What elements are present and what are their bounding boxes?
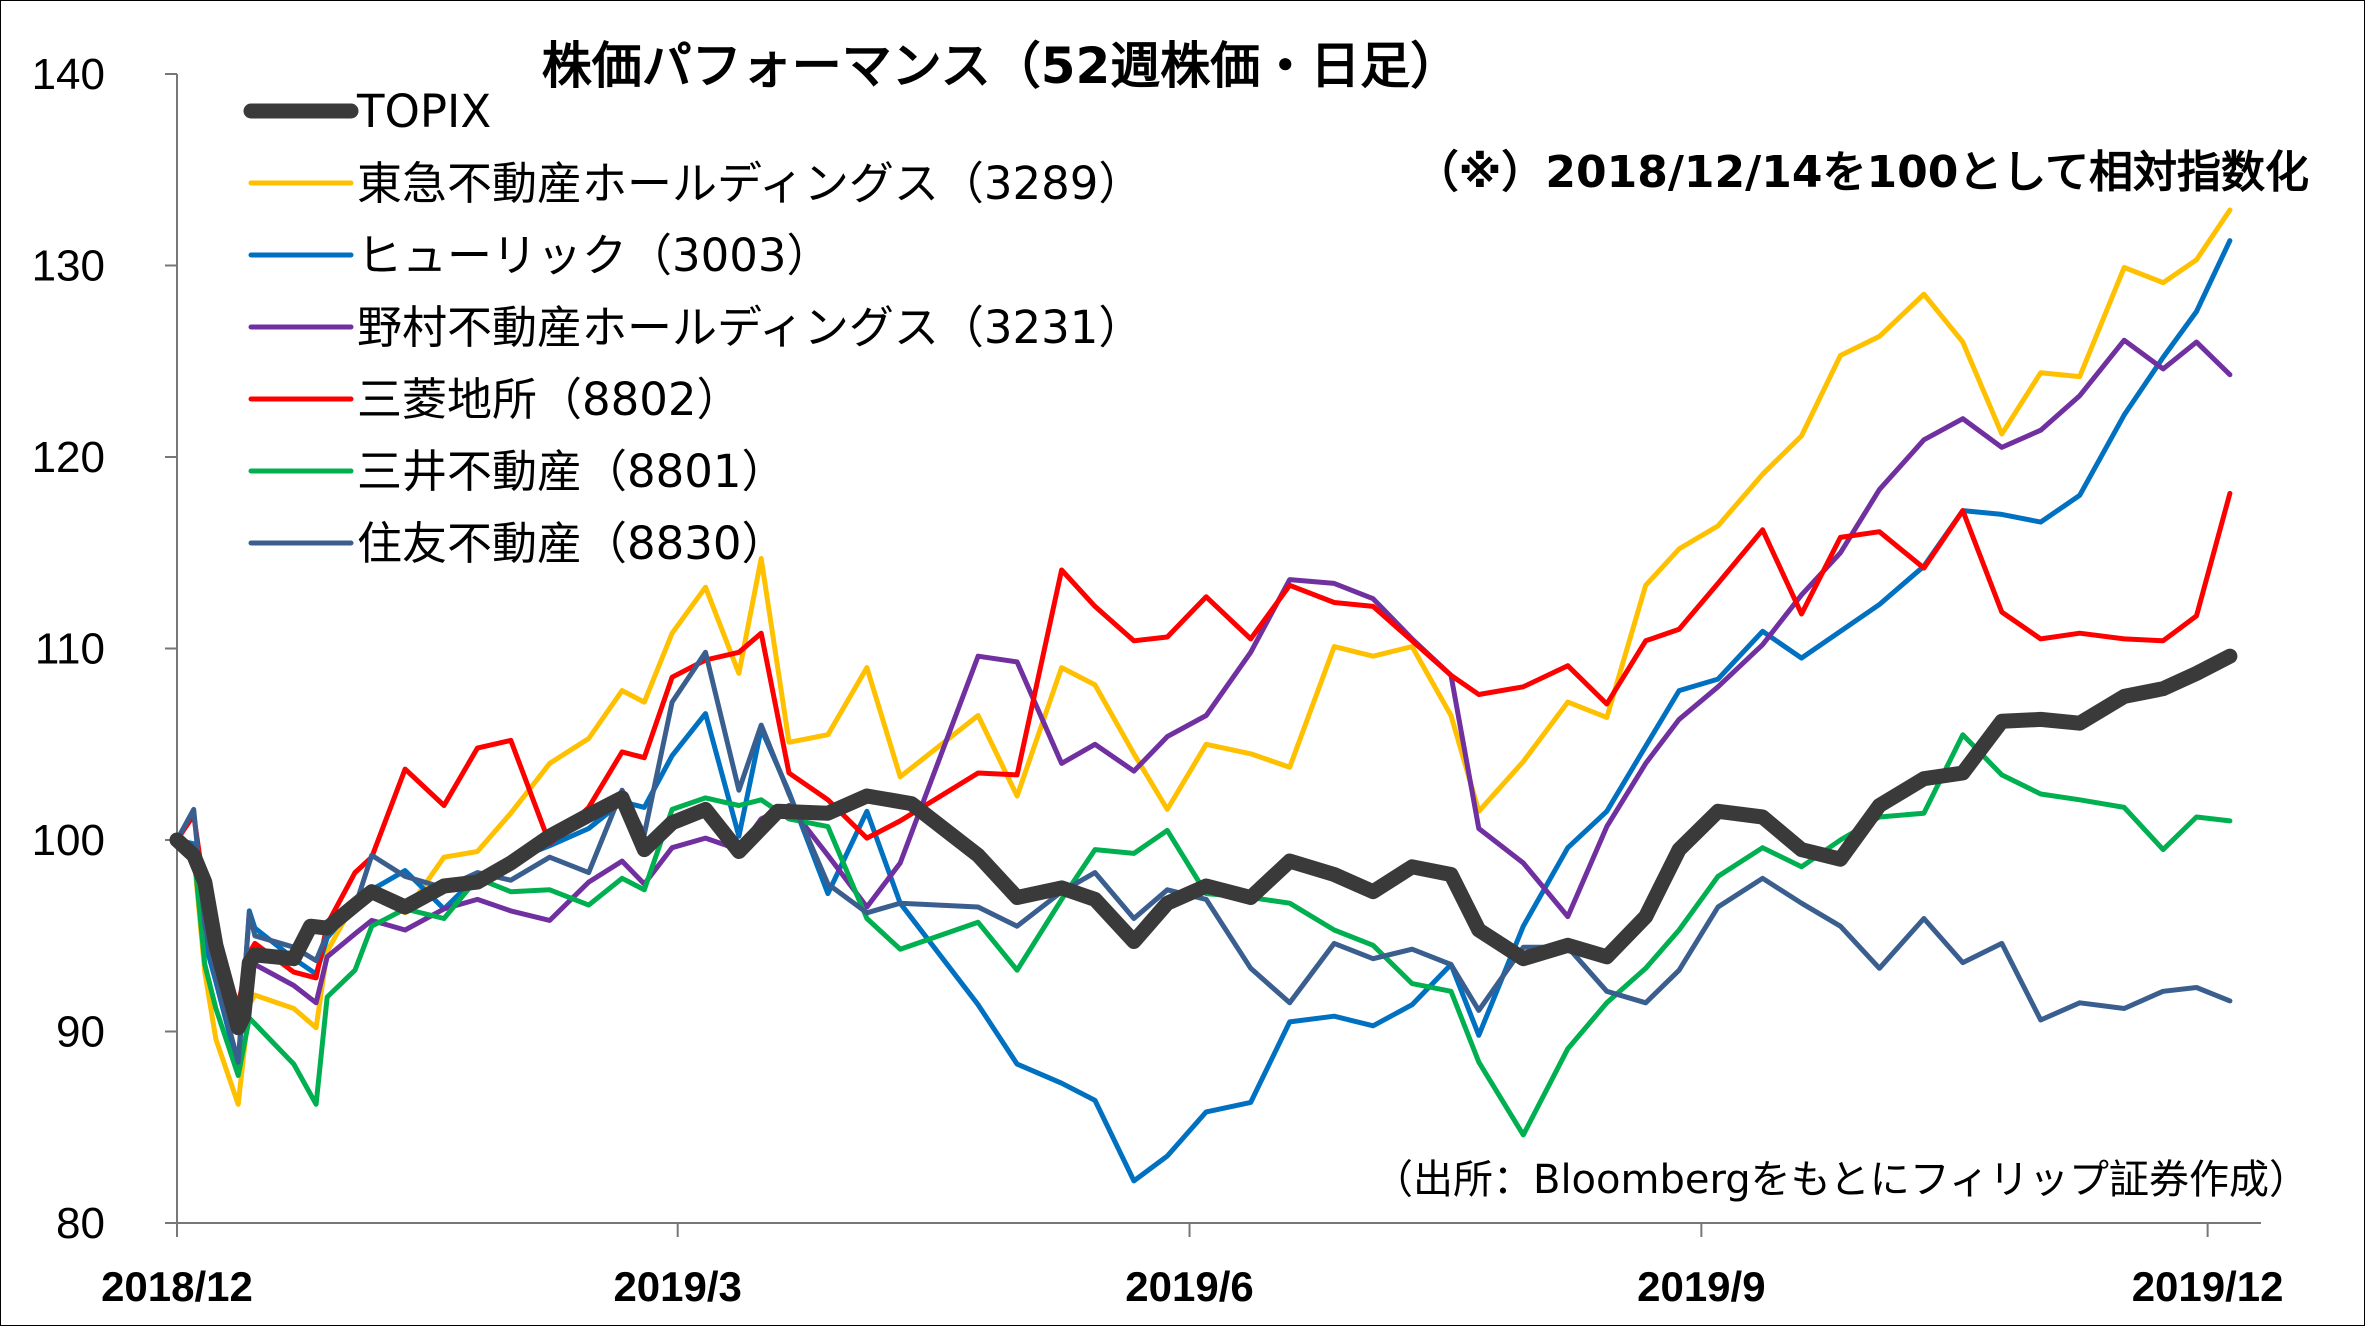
legend-label-1: 東急不動産ホールディングス（3289） (357, 157, 1143, 210)
y-tick-label: 140 (32, 50, 105, 99)
chart-title: 株価パフォーマンス（52週株価・日足） (542, 37, 1461, 95)
x-tick-label: 2019/6 (1125, 1263, 1253, 1310)
legend-label-3: 野村不動産ホールディングス（3231） (357, 301, 1143, 354)
chart-source: （出所：Bloombergをもとにフィリップ証券作成） (1373, 1157, 2309, 1203)
legend-label-5: 三井不動産（8801） (357, 445, 787, 498)
series-line-4 (174, 490, 2233, 1008)
y-tick-label: 120 (32, 433, 105, 482)
y-tick-label: 80 (56, 1199, 105, 1248)
series-lines (169, 207, 2238, 1184)
axes: 80 90 100 110 120 130 140 2018/12 2019/3 2019/6 20… (32, 50, 2284, 1310)
chart-note: （※）2018/12/14を100として相対指数化 (1415, 147, 2309, 198)
x-tick-label: 2018/12 (101, 1263, 253, 1310)
series-line-5 (174, 732, 2233, 1138)
y-tick-label: 100 (32, 816, 105, 865)
y-tick-label: 90 (56, 1008, 105, 1057)
series-line-3 (174, 337, 2233, 1027)
x-tick-label: 2019/3 (613, 1263, 741, 1310)
x-tick-label: 2019/9 (1637, 1263, 1765, 1310)
y-tick-label: 110 (35, 625, 105, 674)
series-line-6 (174, 649, 2233, 1065)
legend-label-2: ヒューリック（3003） (357, 229, 832, 282)
x-tick-label: 2019/12 (2132, 1263, 2284, 1310)
legend: TOPIX 東急不動産ホールディングス（3289） ヒューリック（3003） 野村不動… (243, 85, 1143, 570)
legend-label-6: 住友不動産（8830） (357, 517, 787, 570)
legend-label-0: TOPIX (356, 85, 491, 138)
legend-label-4: 三菱地所（8802） (357, 373, 742, 426)
series-line-0 (169, 648, 2238, 1036)
y-tick-label: 130 (32, 242, 105, 291)
